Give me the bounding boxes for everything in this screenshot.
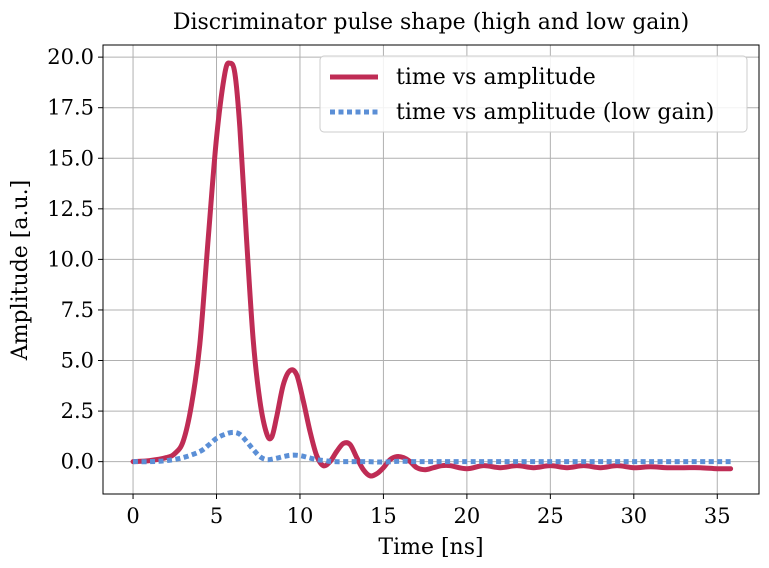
y-tick-label: 17.5 bbox=[47, 96, 94, 120]
y-tick-label: 0.0 bbox=[61, 450, 94, 474]
y-tick-label: 5.0 bbox=[61, 349, 94, 373]
x-tick-label: 5 bbox=[210, 504, 223, 528]
x-tick-label: 10 bbox=[287, 504, 314, 528]
x-tick-label: 35 bbox=[704, 504, 731, 528]
x-tick-label: 20 bbox=[454, 504, 481, 528]
y-tick-label: 20.0 bbox=[47, 45, 94, 69]
y-tick-label: 10.0 bbox=[47, 247, 94, 271]
x-tick-label: 15 bbox=[370, 504, 397, 528]
series-line-1 bbox=[133, 429, 731, 465]
plot-frame bbox=[102, 44, 760, 495]
y-axis: 0.0 2.5 5.0 7.5 10.0 12.5 15.0 17.5 20.0 bbox=[47, 45, 103, 474]
x-axis: 0 5 10 15 20 25 30 35 bbox=[126, 494, 731, 528]
x-axis-label: Time [ns] bbox=[378, 535, 483, 560]
legend-label: time vs amplitude bbox=[396, 65, 596, 90]
y-tick-label: 12.5 bbox=[47, 197, 94, 221]
series-layer bbox=[130, 60, 734, 479]
x-tick-label: 25 bbox=[537, 504, 564, 528]
x-tick-label: 0 bbox=[126, 504, 139, 528]
legend-box bbox=[319, 55, 748, 133]
series-line-0 bbox=[130, 60, 734, 479]
legend-label: time vs amplitude (low gain) bbox=[396, 100, 714, 125]
y-tick-label: 7.5 bbox=[61, 298, 94, 322]
y-axis-label: Amplitude [a.u.] bbox=[8, 180, 33, 361]
y-tick-label: 15.0 bbox=[47, 146, 94, 170]
y-tick-label: 2.5 bbox=[61, 399, 94, 423]
chart-title: Discriminator pulse shape (high and low … bbox=[173, 10, 689, 35]
legend: time vs amplitude time vs amplitude (low … bbox=[319, 55, 748, 133]
x-tick-label: 30 bbox=[620, 504, 647, 528]
